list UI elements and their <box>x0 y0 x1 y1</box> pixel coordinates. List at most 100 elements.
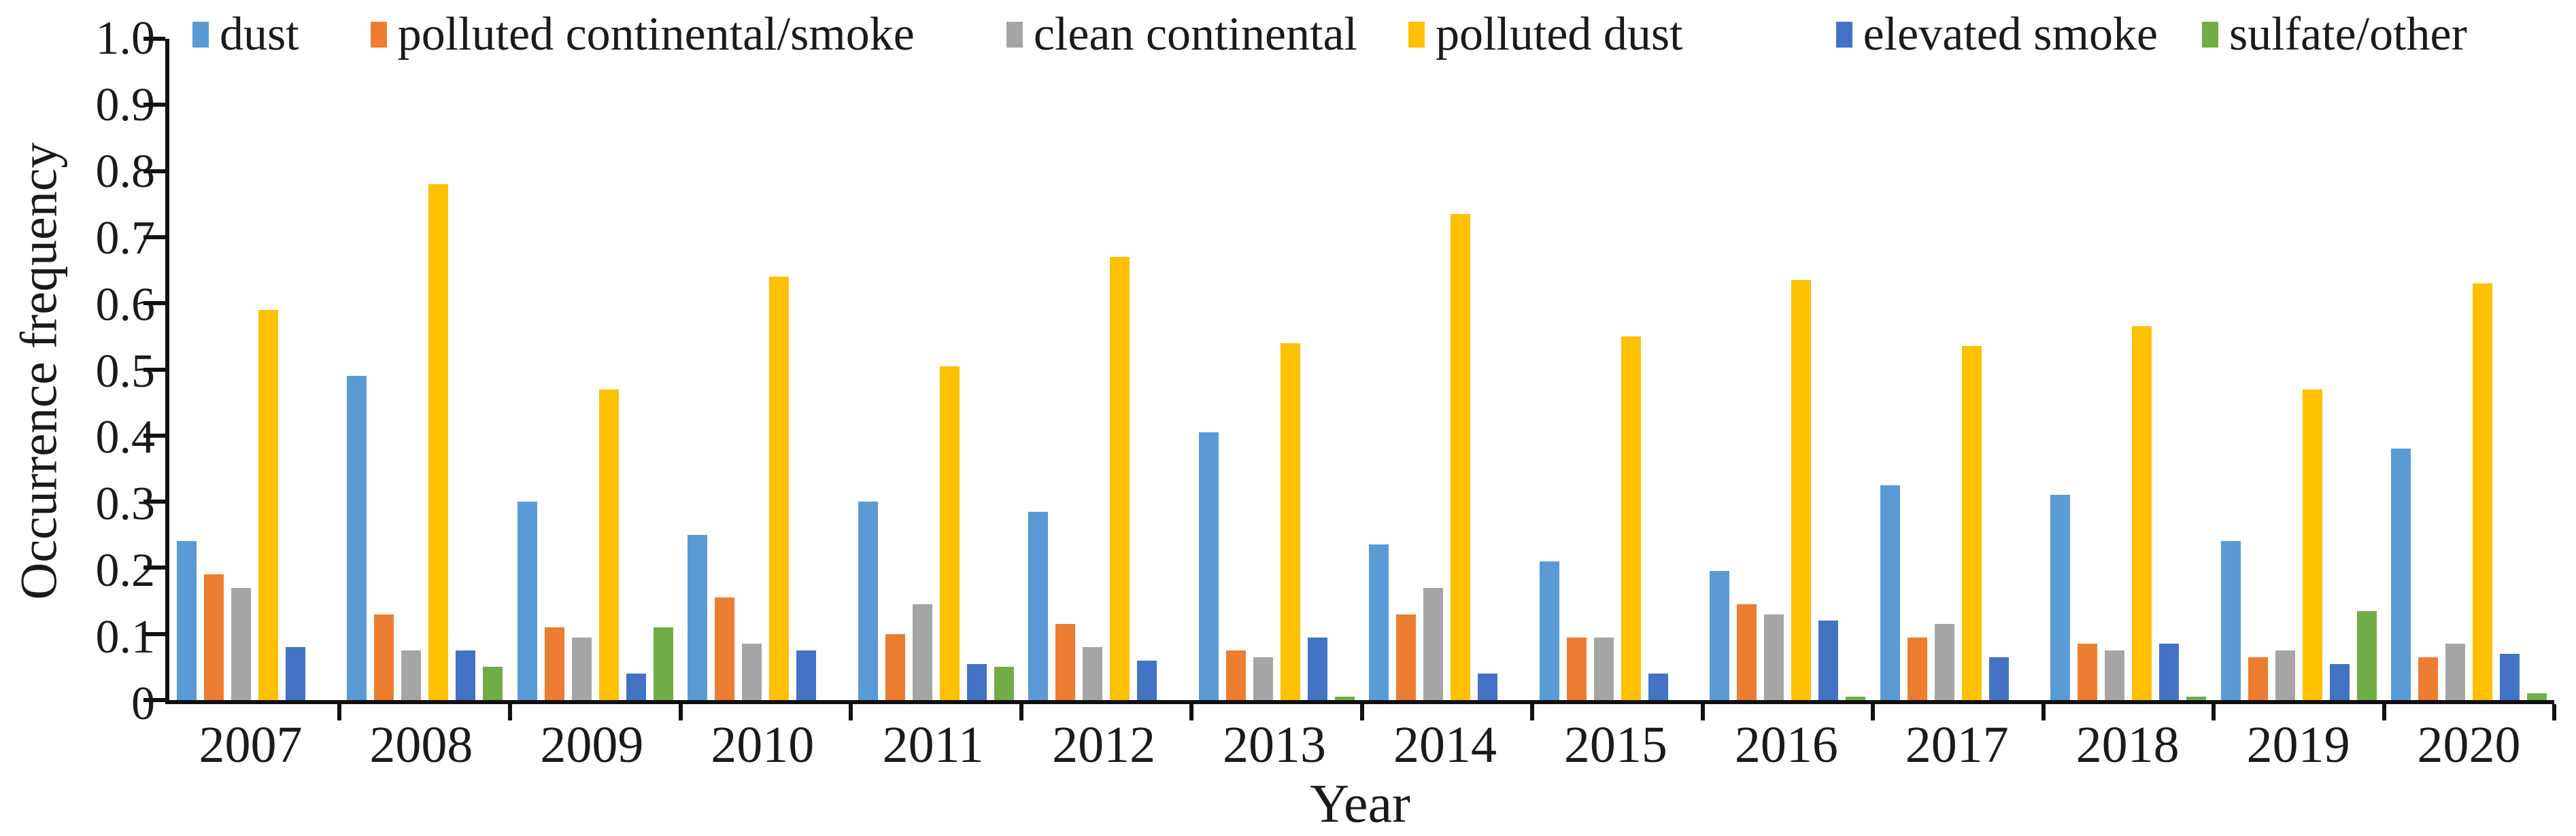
legend-item: polluted continental/smoke <box>370 7 915 62</box>
bar-dust <box>688 534 708 700</box>
bar-clean-continental <box>2275 650 2295 700</box>
legend-swatch-icon <box>370 22 387 48</box>
x-axis-tick <box>2041 704 2046 720</box>
bar-dust <box>1028 511 1049 700</box>
bar-dust <box>2050 495 2071 700</box>
bar-clean-continental <box>742 644 762 700</box>
bar-polluted-dust <box>2132 326 2152 700</box>
bar-dust <box>1369 544 1389 700</box>
bar-group <box>169 39 340 700</box>
bar-polluted-continental-smoke <box>2418 657 2439 700</box>
bar-polluted-continental-smoke <box>885 633 905 700</box>
legend-swatch-icon <box>1408 22 1425 48</box>
bar-group <box>1532 39 1703 700</box>
bar-group <box>1873 39 2044 700</box>
y-axis-tick <box>143 565 165 570</box>
bar-elevated-smoke <box>1818 621 1839 700</box>
bar-polluted-continental-smoke <box>203 574 224 700</box>
bar-clean-continental <box>1593 637 1614 700</box>
bar-dust <box>517 502 537 700</box>
bar-elevated-smoke <box>1988 657 2009 700</box>
bar-dust <box>2391 449 2411 700</box>
bar-polluted-dust <box>1961 346 1982 700</box>
y-axis-tick-labels: 1.0 0.9 0.8 0.7 0.6 0.5 0.4 0.3 0.2 0.1 0 <box>0 15 156 728</box>
bar-elevated-smoke <box>626 674 646 700</box>
bar-polluted-continental-smoke <box>1737 604 1757 700</box>
bar-polluted-continental-smoke <box>544 627 564 700</box>
x-axis-tick <box>337 704 342 720</box>
bar-dust <box>858 502 878 700</box>
y-axis-tick-label: 0.5 <box>95 345 156 398</box>
bar-group <box>1362 39 1533 700</box>
bar-clean-continental <box>231 587 251 700</box>
y-axis-tick-label: 0.4 <box>95 411 156 464</box>
bar-polluted-dust <box>1110 257 1130 700</box>
y-axis-tick <box>143 37 165 41</box>
bar-sulfate-other <box>2356 610 2377 700</box>
bar-polluted-dust <box>428 184 449 700</box>
bar-polluted-dust <box>2473 283 2493 700</box>
bar-polluted-continental-smoke <box>374 614 394 700</box>
bar-dust <box>176 541 197 700</box>
bar-elevated-smoke <box>456 650 476 700</box>
bar-sulfate-other <box>1846 697 1866 700</box>
legend-item-label: sulfate/other <box>2229 8 2467 60</box>
legend: dust polluted continental/smoke clean cont… <box>192 4 2467 65</box>
y-axis-tick <box>143 367 165 372</box>
bar-group <box>681 39 851 700</box>
bar-polluted-continental-smoke <box>1055 624 1076 700</box>
x-axis-tick <box>1871 704 1875 720</box>
bar-elevated-smoke <box>2159 644 2180 700</box>
bar-sulfate-other <box>483 667 503 700</box>
y-axis-tick-label: 0 <box>131 678 155 730</box>
bar-dust <box>2220 541 2241 700</box>
y-axis-tick <box>143 433 165 438</box>
bar-polluted-dust <box>598 389 619 700</box>
bar-group <box>510 39 681 700</box>
bar-group <box>1191 39 1362 700</box>
bar-group <box>1021 39 1192 700</box>
x-axis-tick-label: 2020 <box>2417 716 2521 773</box>
legend-item: elevated smoke <box>1835 7 2158 62</box>
bar-elevated-smoke <box>1137 660 1157 700</box>
bar-polluted-dust <box>1791 280 1812 700</box>
y-axis-tick-label: 0.1 <box>95 611 156 664</box>
bar-clean-continental <box>2445 644 2466 700</box>
bar-polluted-dust <box>2302 389 2322 700</box>
bar-polluted-dust <box>258 309 278 700</box>
bar-elevated-smoke <box>1648 674 1668 700</box>
x-axis-tick <box>1359 704 1364 720</box>
x-axis-tick <box>848 704 853 720</box>
bar-polluted-continental-smoke <box>1396 614 1417 700</box>
bar-clean-continental <box>571 637 592 700</box>
bar-dust <box>347 376 367 700</box>
y-axis-tick <box>143 301 165 306</box>
x-axis-tick <box>678 704 683 720</box>
legend-item: sulfate/other <box>2202 7 2467 62</box>
x-axis-tick <box>1529 704 1534 720</box>
plot-area <box>143 37 2556 720</box>
bar-dust <box>1539 561 1559 700</box>
bar-elevated-smoke <box>2329 663 2350 700</box>
bar-polluted-continental-smoke <box>2248 657 2268 700</box>
bar-dust <box>1710 571 1730 700</box>
bar-clean-continental <box>1934 624 1954 700</box>
x-axis-tick-label: 2016 <box>1734 716 1838 773</box>
legend-swatch-icon <box>1835 22 1852 48</box>
x-axis-tick-label: 2017 <box>1905 716 2009 773</box>
bar-sulfate-other <box>994 667 1014 700</box>
bar-polluted-continental-smoke <box>1225 650 1246 700</box>
legend-item-label: polluted continental/smoke <box>397 8 915 60</box>
bar-clean-continental <box>1423 587 1444 700</box>
legend-item-label: dust <box>220 8 299 60</box>
bar-clean-continental <box>912 604 932 700</box>
y-axis-tick-label: 0.2 <box>95 544 156 597</box>
x-axis-tick <box>1019 704 1023 720</box>
x-axis-tick <box>2382 704 2386 720</box>
bar-polluted-dust <box>769 277 790 700</box>
y-axis-tick <box>143 234 165 239</box>
bar-elevated-smoke <box>1478 674 1498 700</box>
bar-group <box>1703 39 1874 700</box>
y-axis-tick <box>143 500 165 504</box>
